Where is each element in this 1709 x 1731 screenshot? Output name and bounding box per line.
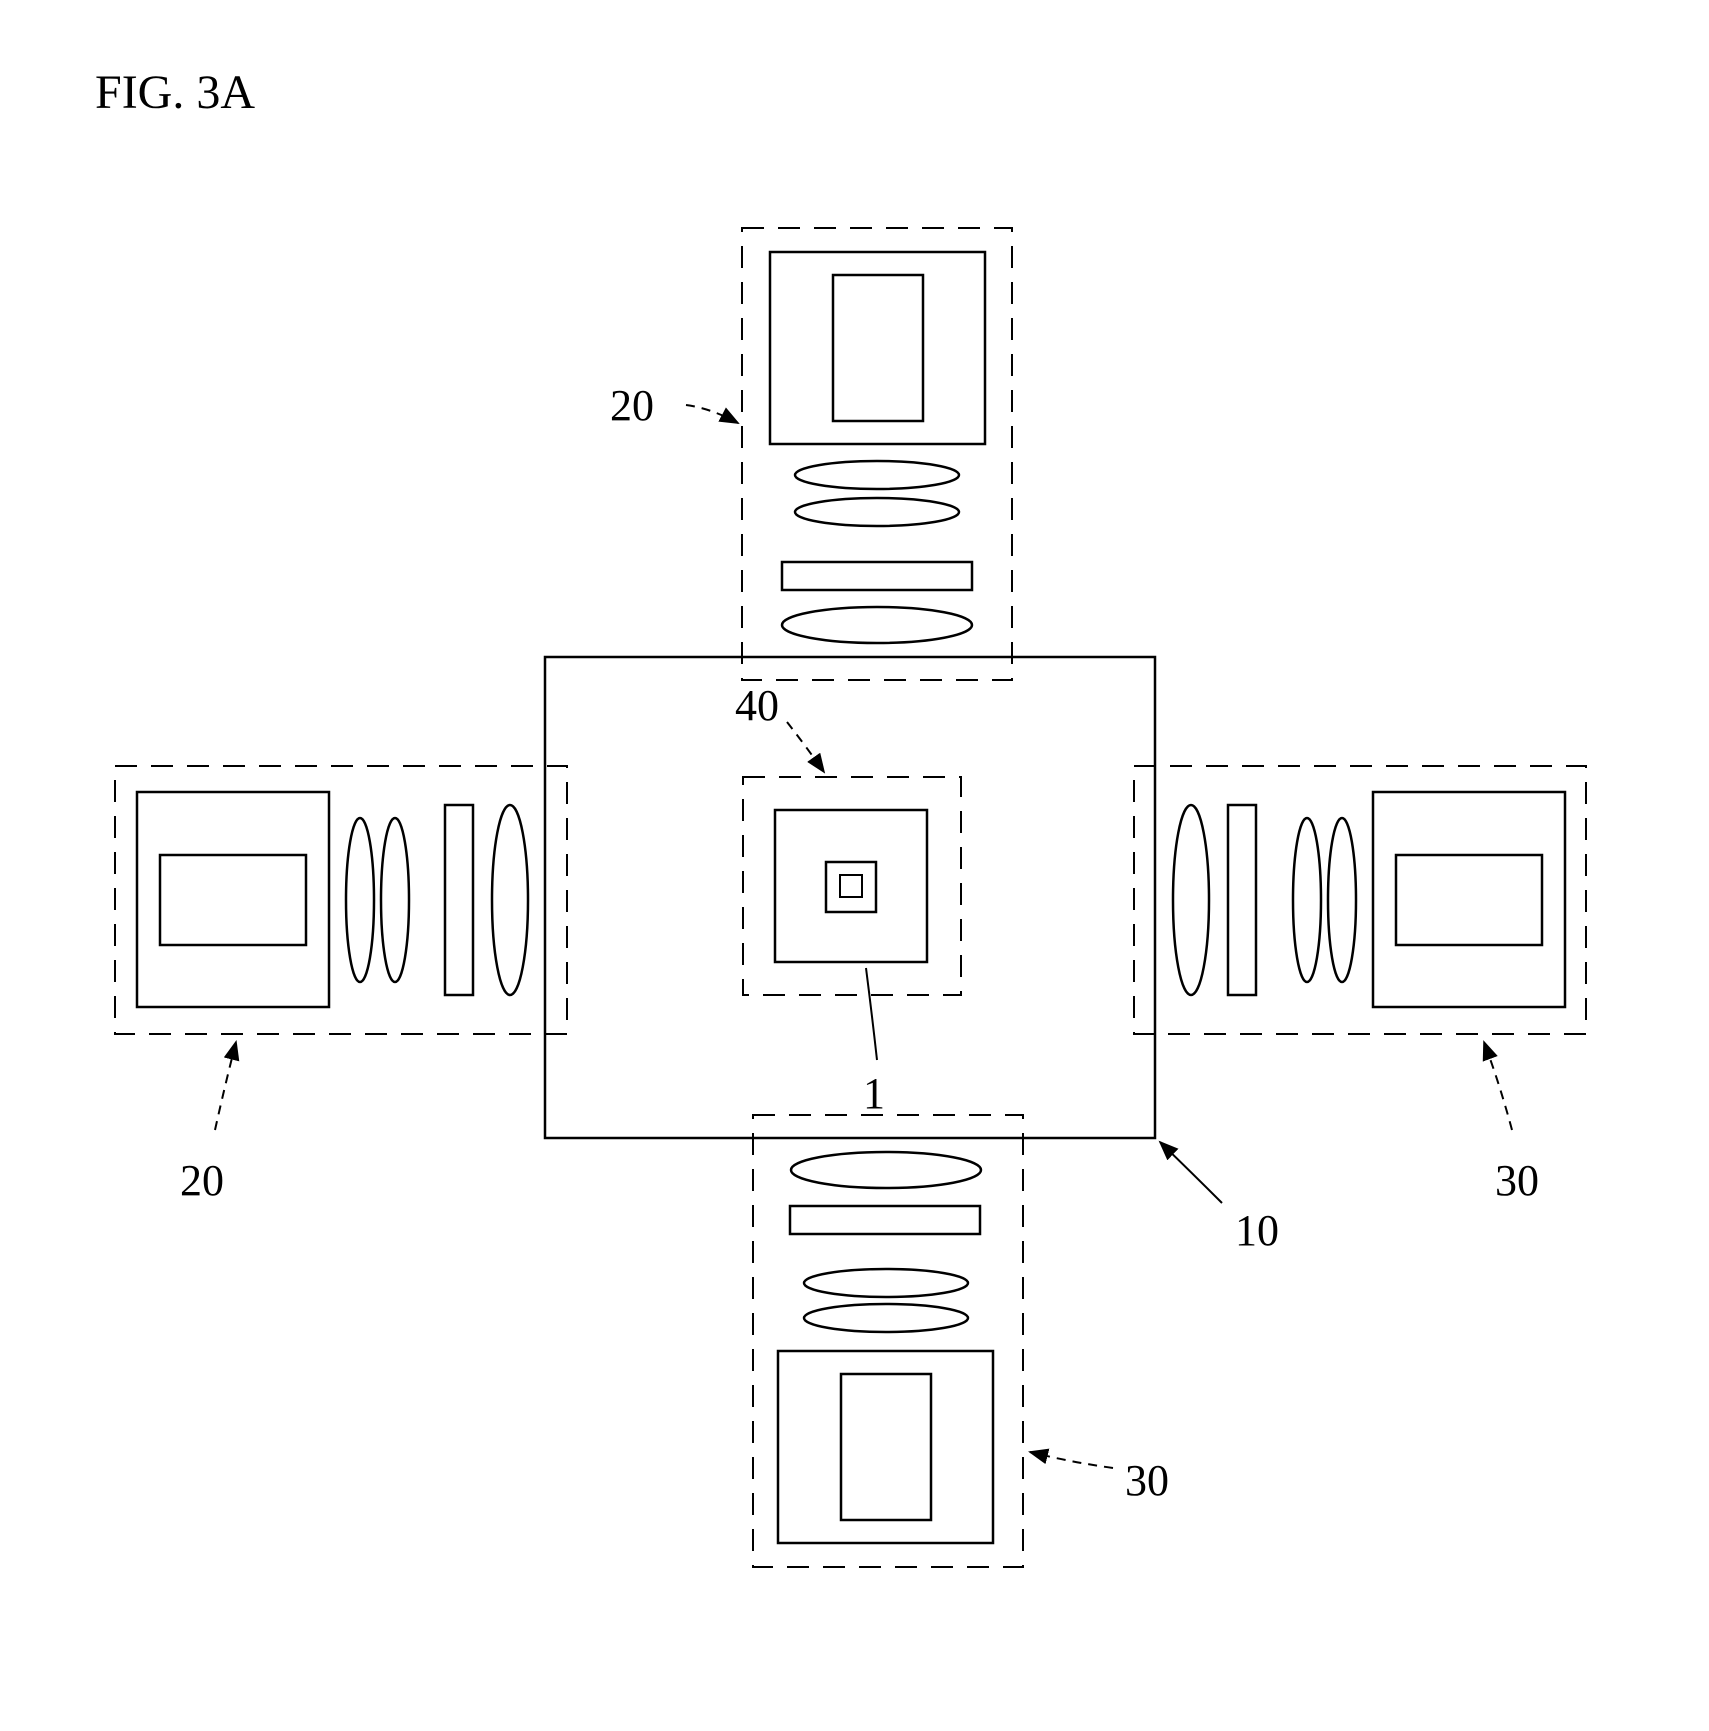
bottom-lens-2 xyxy=(804,1269,968,1297)
center-inner-2 xyxy=(826,862,876,912)
top-module-dashed xyxy=(742,228,1012,680)
left-detector xyxy=(160,855,306,945)
label-right-30: 30 xyxy=(1495,1156,1539,1205)
right-filter xyxy=(1228,805,1256,995)
label-bottom-30: 30 xyxy=(1125,1456,1169,1505)
label-left-20: 20 xyxy=(180,1156,224,1205)
bottom-tube-lens xyxy=(791,1152,981,1188)
top-detector xyxy=(833,275,923,421)
left-filter xyxy=(445,805,473,995)
arrow-center-40 xyxy=(787,722,824,772)
bottom-lens-1 xyxy=(804,1304,968,1332)
leader-sample-1 xyxy=(866,968,877,1060)
label-chamber-10: 10 xyxy=(1235,1206,1279,1255)
left-lens-1 xyxy=(346,818,374,982)
arrow-bottom-30 xyxy=(1030,1452,1113,1468)
bottom-module-dashed xyxy=(753,1115,1023,1567)
diagram-svg: 20 20 30 30 40 10 1 xyxy=(0,0,1709,1731)
arrow-top-20 xyxy=(686,405,738,423)
center-inner-1 xyxy=(775,810,927,962)
label-top-20: 20 xyxy=(610,381,654,430)
bottom-detector xyxy=(841,1374,931,1520)
arrow-chamber-10 xyxy=(1160,1142,1222,1203)
top-module-solid xyxy=(770,252,985,444)
left-lens-2 xyxy=(381,818,409,982)
arrow-right-30 xyxy=(1484,1042,1512,1130)
top-tube-lens xyxy=(782,607,972,643)
right-lens-2 xyxy=(1293,818,1321,982)
right-tube-lens xyxy=(1173,805,1209,995)
right-module-solid xyxy=(1373,792,1565,1007)
left-module-dashed xyxy=(115,766,567,1034)
top-lens-1 xyxy=(795,461,959,489)
right-lens-1 xyxy=(1328,818,1356,982)
right-module-dashed xyxy=(1134,766,1586,1034)
top-lens-2 xyxy=(795,498,959,526)
left-tube-lens xyxy=(492,805,528,995)
arrow-left-20 xyxy=(215,1042,236,1130)
center-inner-3 xyxy=(840,875,862,897)
bottom-module-solid xyxy=(778,1351,993,1543)
top-filter xyxy=(782,562,972,590)
label-sample-1: 1 xyxy=(863,1069,885,1118)
left-module-solid xyxy=(137,792,329,1007)
bottom-filter xyxy=(790,1206,980,1234)
right-detector xyxy=(1396,855,1542,945)
label-center-40: 40 xyxy=(735,681,779,730)
